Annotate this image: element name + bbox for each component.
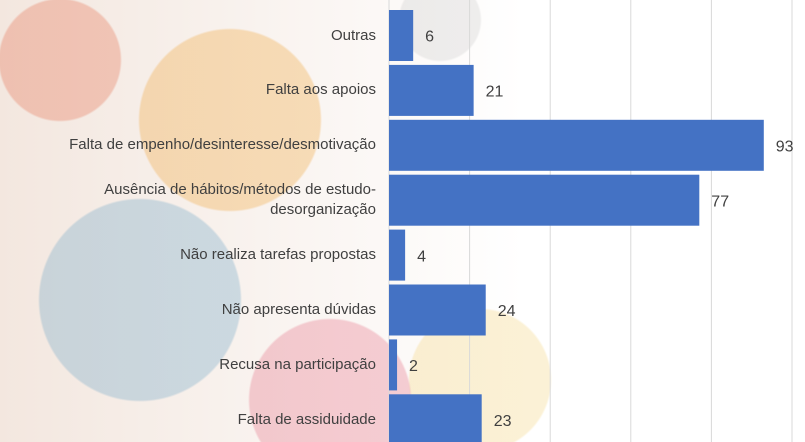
value-label: 77 — [711, 193, 729, 210]
bar — [389, 119, 764, 171]
value-label: 21 — [486, 84, 504, 101]
value-label: 24 — [498, 303, 516, 320]
value-label: 93 — [776, 139, 794, 156]
category-label: Não apresenta dúvidas — [221, 301, 376, 318]
bar — [389, 339, 398, 391]
value-label: 4 — [417, 248, 426, 265]
bar — [389, 64, 474, 116]
category-label: Recusa na participação — [219, 355, 376, 373]
bar — [389, 394, 482, 442]
bar — [389, 174, 700, 226]
value-label: 2 — [409, 358, 418, 375]
category-label: Falta de empenho/desinteresse/desmotivaç… — [69, 136, 376, 154]
bar — [389, 10, 414, 61]
category-label: Falta aos apoios — [265, 81, 376, 99]
category-label: Não realiza tarefas propostas — [180, 246, 376, 264]
bar — [389, 229, 406, 281]
bar — [389, 284, 486, 336]
value-label: 23 — [494, 413, 512, 430]
category-label: Outras — [330, 26, 376, 44]
category-label: Ausência de hábitos/métodos de estudo-de… — [104, 181, 376, 219]
value-label: 6 — [425, 29, 434, 46]
category-label: Falta de assiduidade — [237, 410, 376, 428]
